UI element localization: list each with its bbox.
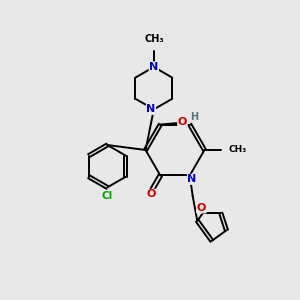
Text: N: N [146,104,155,114]
Text: N: N [149,62,158,72]
Text: CH₃: CH₃ [229,146,247,154]
Text: O: O [197,203,206,213]
Text: H: H [190,112,198,122]
Text: N: N [188,174,197,184]
Text: CH₃: CH₃ [144,34,164,44]
Text: Cl: Cl [102,190,113,201]
Text: O: O [147,189,156,199]
Text: O: O [178,117,187,127]
